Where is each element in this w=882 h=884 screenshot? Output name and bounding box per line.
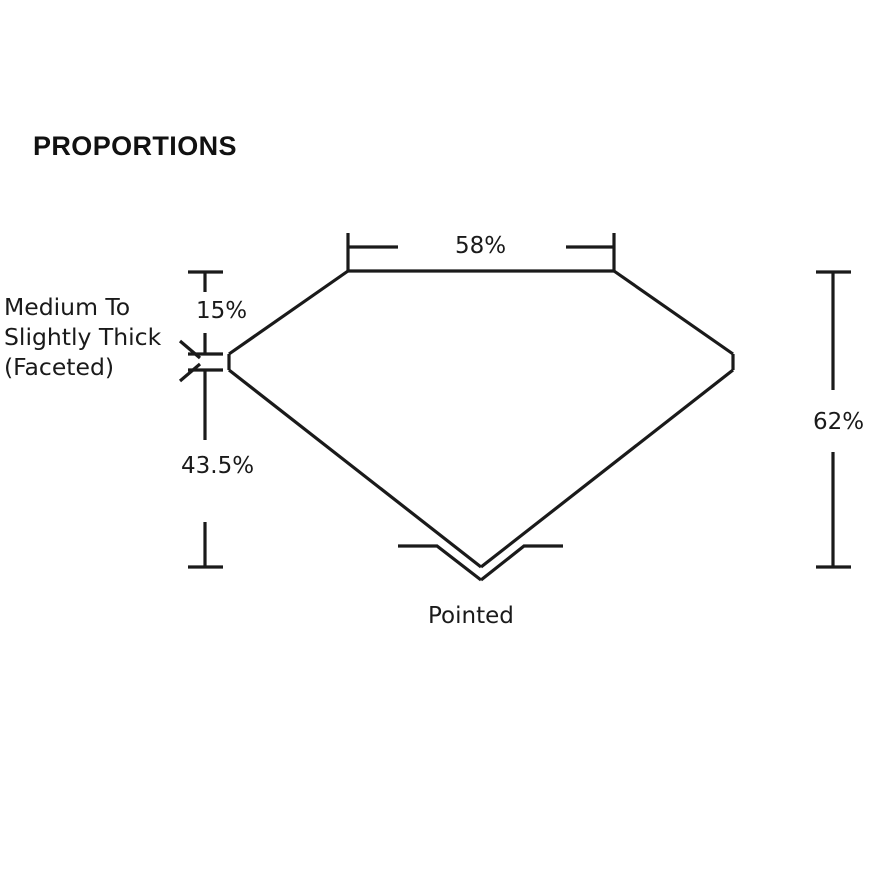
gemstone-outline	[227, 269, 735, 569]
girdle-thickness-line-3: (Faceted)	[4, 353, 115, 381]
pavilion-right-slope	[480, 368, 734, 569]
dimension-total-depth	[816, 270, 851, 569]
break-mark-upper	[178, 339, 202, 360]
table-width-value: 58%	[455, 233, 507, 259]
culet-leader-lines	[398, 544, 563, 582]
culet-leader-left	[398, 544, 482, 582]
crown-right-slope	[613, 269, 734, 356]
pavilion-left-slope	[228, 368, 482, 569]
girdle-thickness-line-1: Medium To	[4, 293, 131, 321]
dimension-crown-height	[188, 270, 223, 356]
culet-leader-right	[480, 544, 563, 582]
dimension-table-width	[346, 233, 616, 271]
page-title: PROPORTIONS	[33, 131, 237, 161]
dimension-pavilion-depth	[188, 370, 223, 569]
crown-left-slope	[228, 269, 349, 356]
pavilion-depth-value: 43.5%	[181, 453, 255, 479]
girdle-thickness-label: Medium To Slightly Thick (Faceted)	[4, 292, 161, 382]
break-mark-lower	[178, 362, 202, 383]
crown-height-value: 15%	[196, 298, 248, 324]
total-depth-value: 62%	[813, 409, 865, 435]
culet-label: Pointed	[428, 603, 514, 629]
break-marks-girdle	[178, 339, 223, 383]
girdle-thickness-line-2: Slightly Thick	[4, 323, 162, 351]
